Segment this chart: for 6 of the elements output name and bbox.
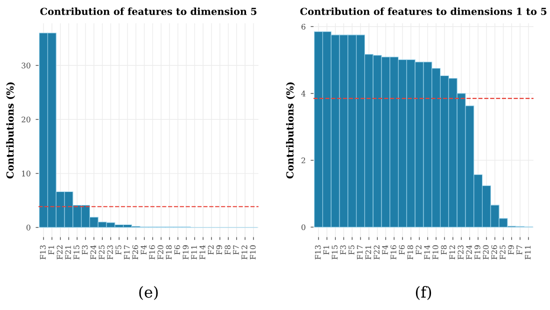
y-axis-title: Contributions (%) bbox=[6, 82, 16, 179]
text: (e) bbox=[139, 286, 158, 300]
y-axis-title: Contributions (%) bbox=[286, 82, 295, 179]
text: (f) bbox=[416, 286, 432, 300]
chart-title: Contribution of features to dimension 5 bbox=[40, 8, 256, 16]
chart-title: Contribution of features to dimensions 1 to 5 bbox=[300, 8, 546, 16]
